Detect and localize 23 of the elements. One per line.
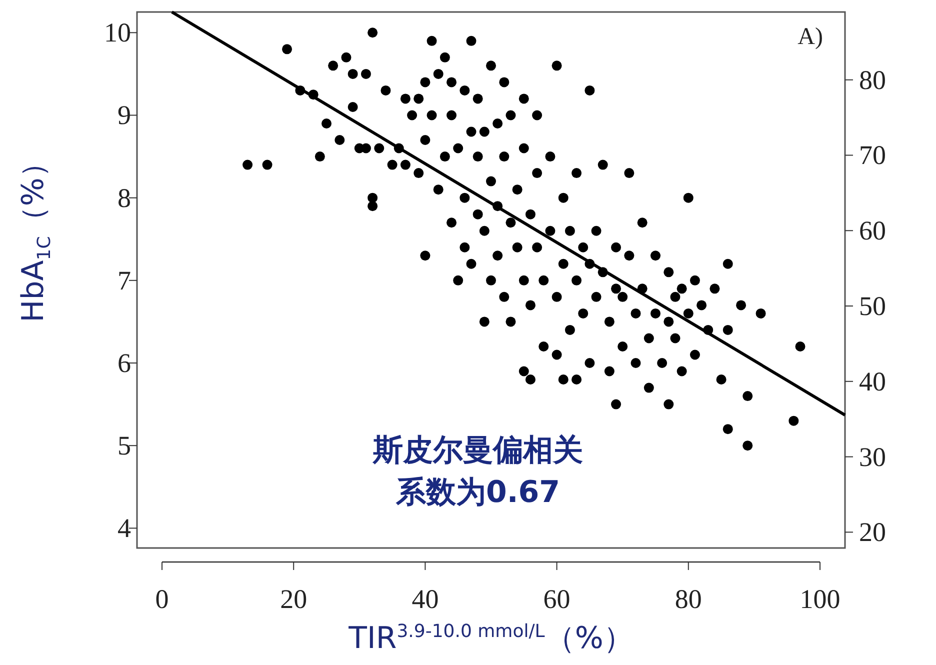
x-tick-label: 0 bbox=[155, 584, 169, 614]
y2-tick-label: 30 bbox=[859, 442, 886, 472]
x-axis-title: TIR$^{3.9-10.0 mmol/L}$（%） bbox=[348, 620, 634, 658]
y-tick-label: 10 bbox=[104, 18, 131, 48]
annotation: 斯皮尔曼偏相关系数为0.67 bbox=[373, 432, 583, 512]
y-tick-label: 6 bbox=[118, 348, 131, 378]
y2-tick-label: 80 bbox=[859, 64, 886, 95]
y-tick-label: 9 bbox=[118, 100, 131, 130]
y-tick-label: 5 bbox=[118, 430, 131, 461]
y2-tick-label: 60 bbox=[859, 216, 886, 246]
x-tick-label: 20 bbox=[280, 584, 308, 614]
y-tick-label: 4 bbox=[118, 513, 132, 544]
y-tick-label: 8 bbox=[118, 182, 131, 213]
x-tick-label: 60 bbox=[543, 584, 570, 614]
y2-tick-label: 50 bbox=[859, 291, 886, 322]
y-tick-label: 7 bbox=[118, 265, 131, 296]
x-tick-label: 40 bbox=[412, 584, 439, 614]
x-tick-label: 80 bbox=[674, 584, 702, 614]
y2-tick-label: 40 bbox=[859, 366, 886, 396]
y2-tick-label: 70 bbox=[859, 140, 886, 170]
annotation: A) bbox=[798, 24, 823, 50]
x-tick-label: 100 bbox=[800, 584, 840, 614]
y2-tick-label: 20 bbox=[859, 517, 886, 548]
